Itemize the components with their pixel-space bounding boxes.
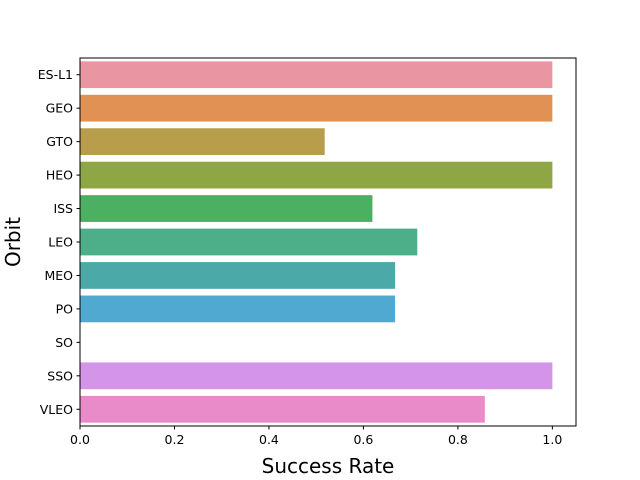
x-tick-label: 0.4 [259,432,279,447]
y-axis-title: Orbit [1,217,25,267]
y-tick-label: GEO [46,101,74,116]
bars-group [80,61,553,423]
x-tick-label: 0.6 [353,432,373,447]
bar-gto [80,128,325,156]
y-tick-label: MEO [44,268,73,283]
y-tick-label: GTO [46,134,73,149]
x-tick-label: 1.0 [542,432,562,447]
bar-iss [80,195,373,222]
y-tick-label: HEO [46,168,73,183]
x-axis-ticks: 0.0 0.2 0.4 0.6 0.8 1.0 [70,426,562,447]
y-tick-label: ISS [53,201,73,216]
y-tick-label: PO [56,301,74,316]
x-axis-title: Success Rate [262,454,395,478]
bar-sso [80,362,553,390]
x-tick-label: 0.8 [448,432,468,447]
y-tick-label: ES-L1 [38,67,73,82]
y-tick-label: VLEO [40,402,73,417]
bar-leo [80,228,418,256]
bar-geo [80,94,553,122]
x-tick-label: 0.0 [70,432,90,447]
bar-es-l1 [80,61,553,89]
bar-po [80,295,396,323]
bar-vleo [80,395,485,423]
y-tick-label: LEO [48,235,73,250]
bar-heo [80,161,553,189]
y-tick-label: SSO [47,368,73,383]
x-tick-label: 0.2 [165,432,185,447]
bar-meo [80,262,396,289]
y-tick-label: SO [55,335,73,350]
y-axis-ticks: ES-L1 GEO GTO HEO ISS LEO MEO PO SO SSO VLEO [38,67,80,417]
